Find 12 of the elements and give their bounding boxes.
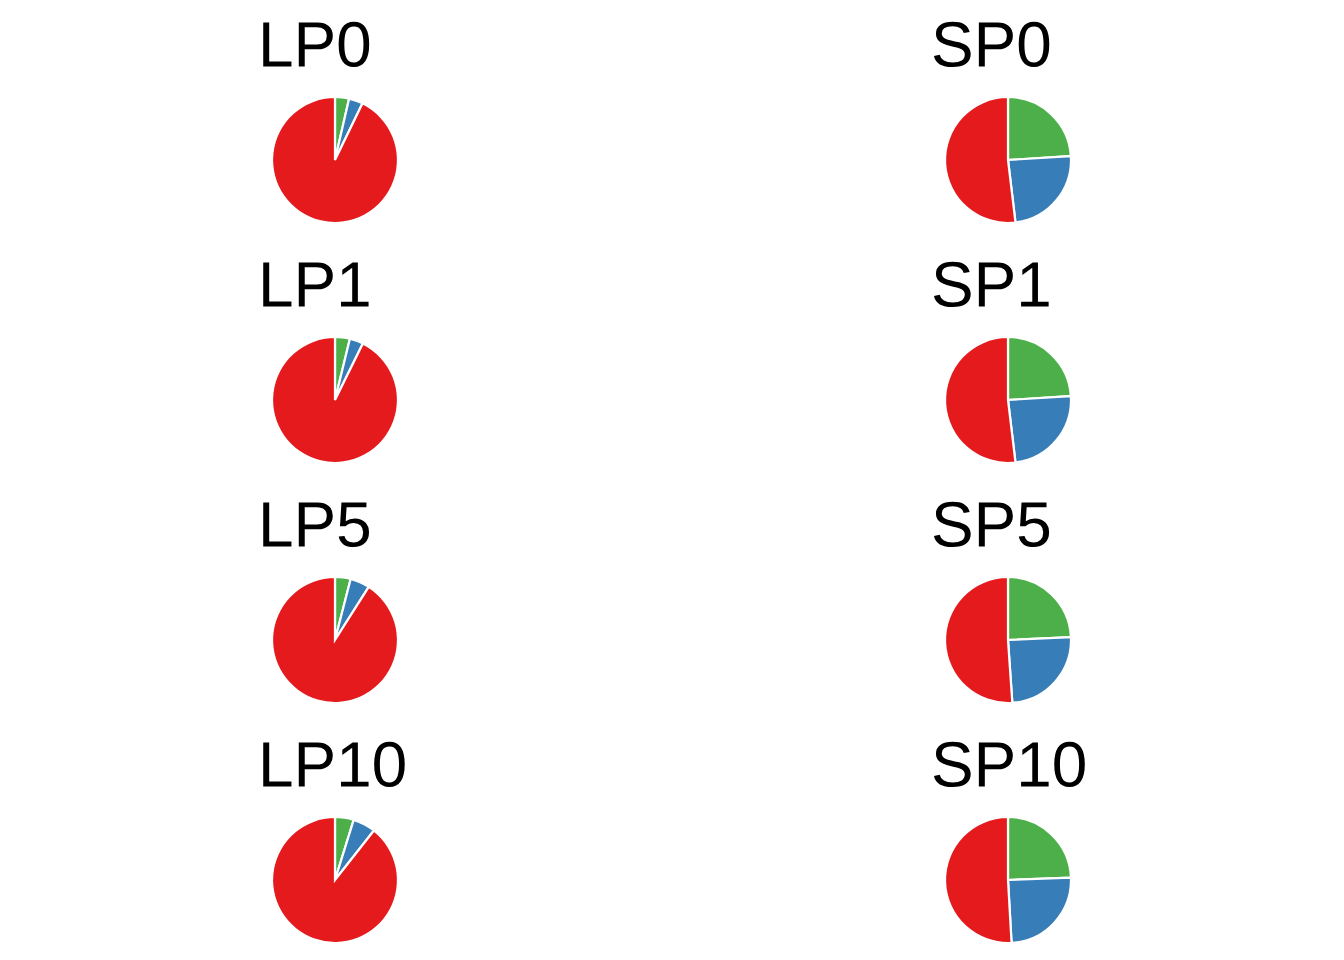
pie-slice — [270, 335, 400, 465]
chart-title: LP1 — [263, 262, 369, 307]
chart-title: SP10 — [933, 741, 1085, 788]
pie-slice — [270, 815, 400, 945]
chart-title: LP5 — [263, 502, 369, 548]
pie-slice — [270, 575, 400, 705]
chart-title: SP1 — [933, 261, 1049, 308]
chart-title: SP0 — [933, 21, 1050, 68]
chart-title: LP0 — [263, 21, 370, 68]
chart-title: SP5 — [933, 501, 1050, 548]
chart-title: LP10 — [263, 741, 405, 788]
pie-slice — [270, 95, 400, 225]
